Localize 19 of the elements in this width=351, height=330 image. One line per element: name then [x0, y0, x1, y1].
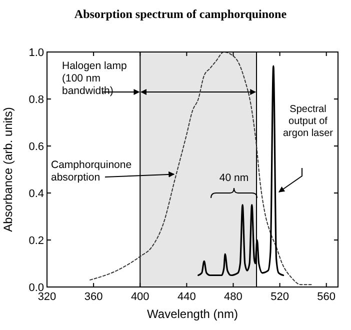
annotation: 40 nm	[219, 172, 249, 184]
x-tick-label: 480	[224, 291, 242, 303]
y-tick-label: 1.0	[28, 47, 44, 59]
x-tick-label: 560	[317, 291, 336, 303]
chart-title: Absorption spectrum of camphorquinone	[74, 7, 288, 21]
x-tick-label: 440	[178, 291, 196, 303]
x-tick-label: 320	[38, 291, 56, 303]
y-axis-title: Absorbance (arb. units)	[1, 107, 15, 232]
x-tick-label: 400	[130, 291, 150, 303]
x-axis-title: Wavelength (nm)	[147, 307, 238, 321]
y-tick-label: 0.8	[28, 94, 44, 106]
band-label: Halogen lamp (100 nm bandwidth)	[62, 60, 127, 97]
y-tick-label: 0.2	[28, 235, 44, 247]
annotation: Camphorquinone absorption	[51, 159, 132, 184]
y-tick-label: 0.4	[28, 188, 44, 200]
y-tick-label: 0.6	[28, 141, 44, 153]
annotation: Spectral output of argon laser	[282, 104, 334, 139]
x-tick-label: 520	[270, 291, 289, 303]
x-tick-label: 360	[84, 291, 103, 303]
